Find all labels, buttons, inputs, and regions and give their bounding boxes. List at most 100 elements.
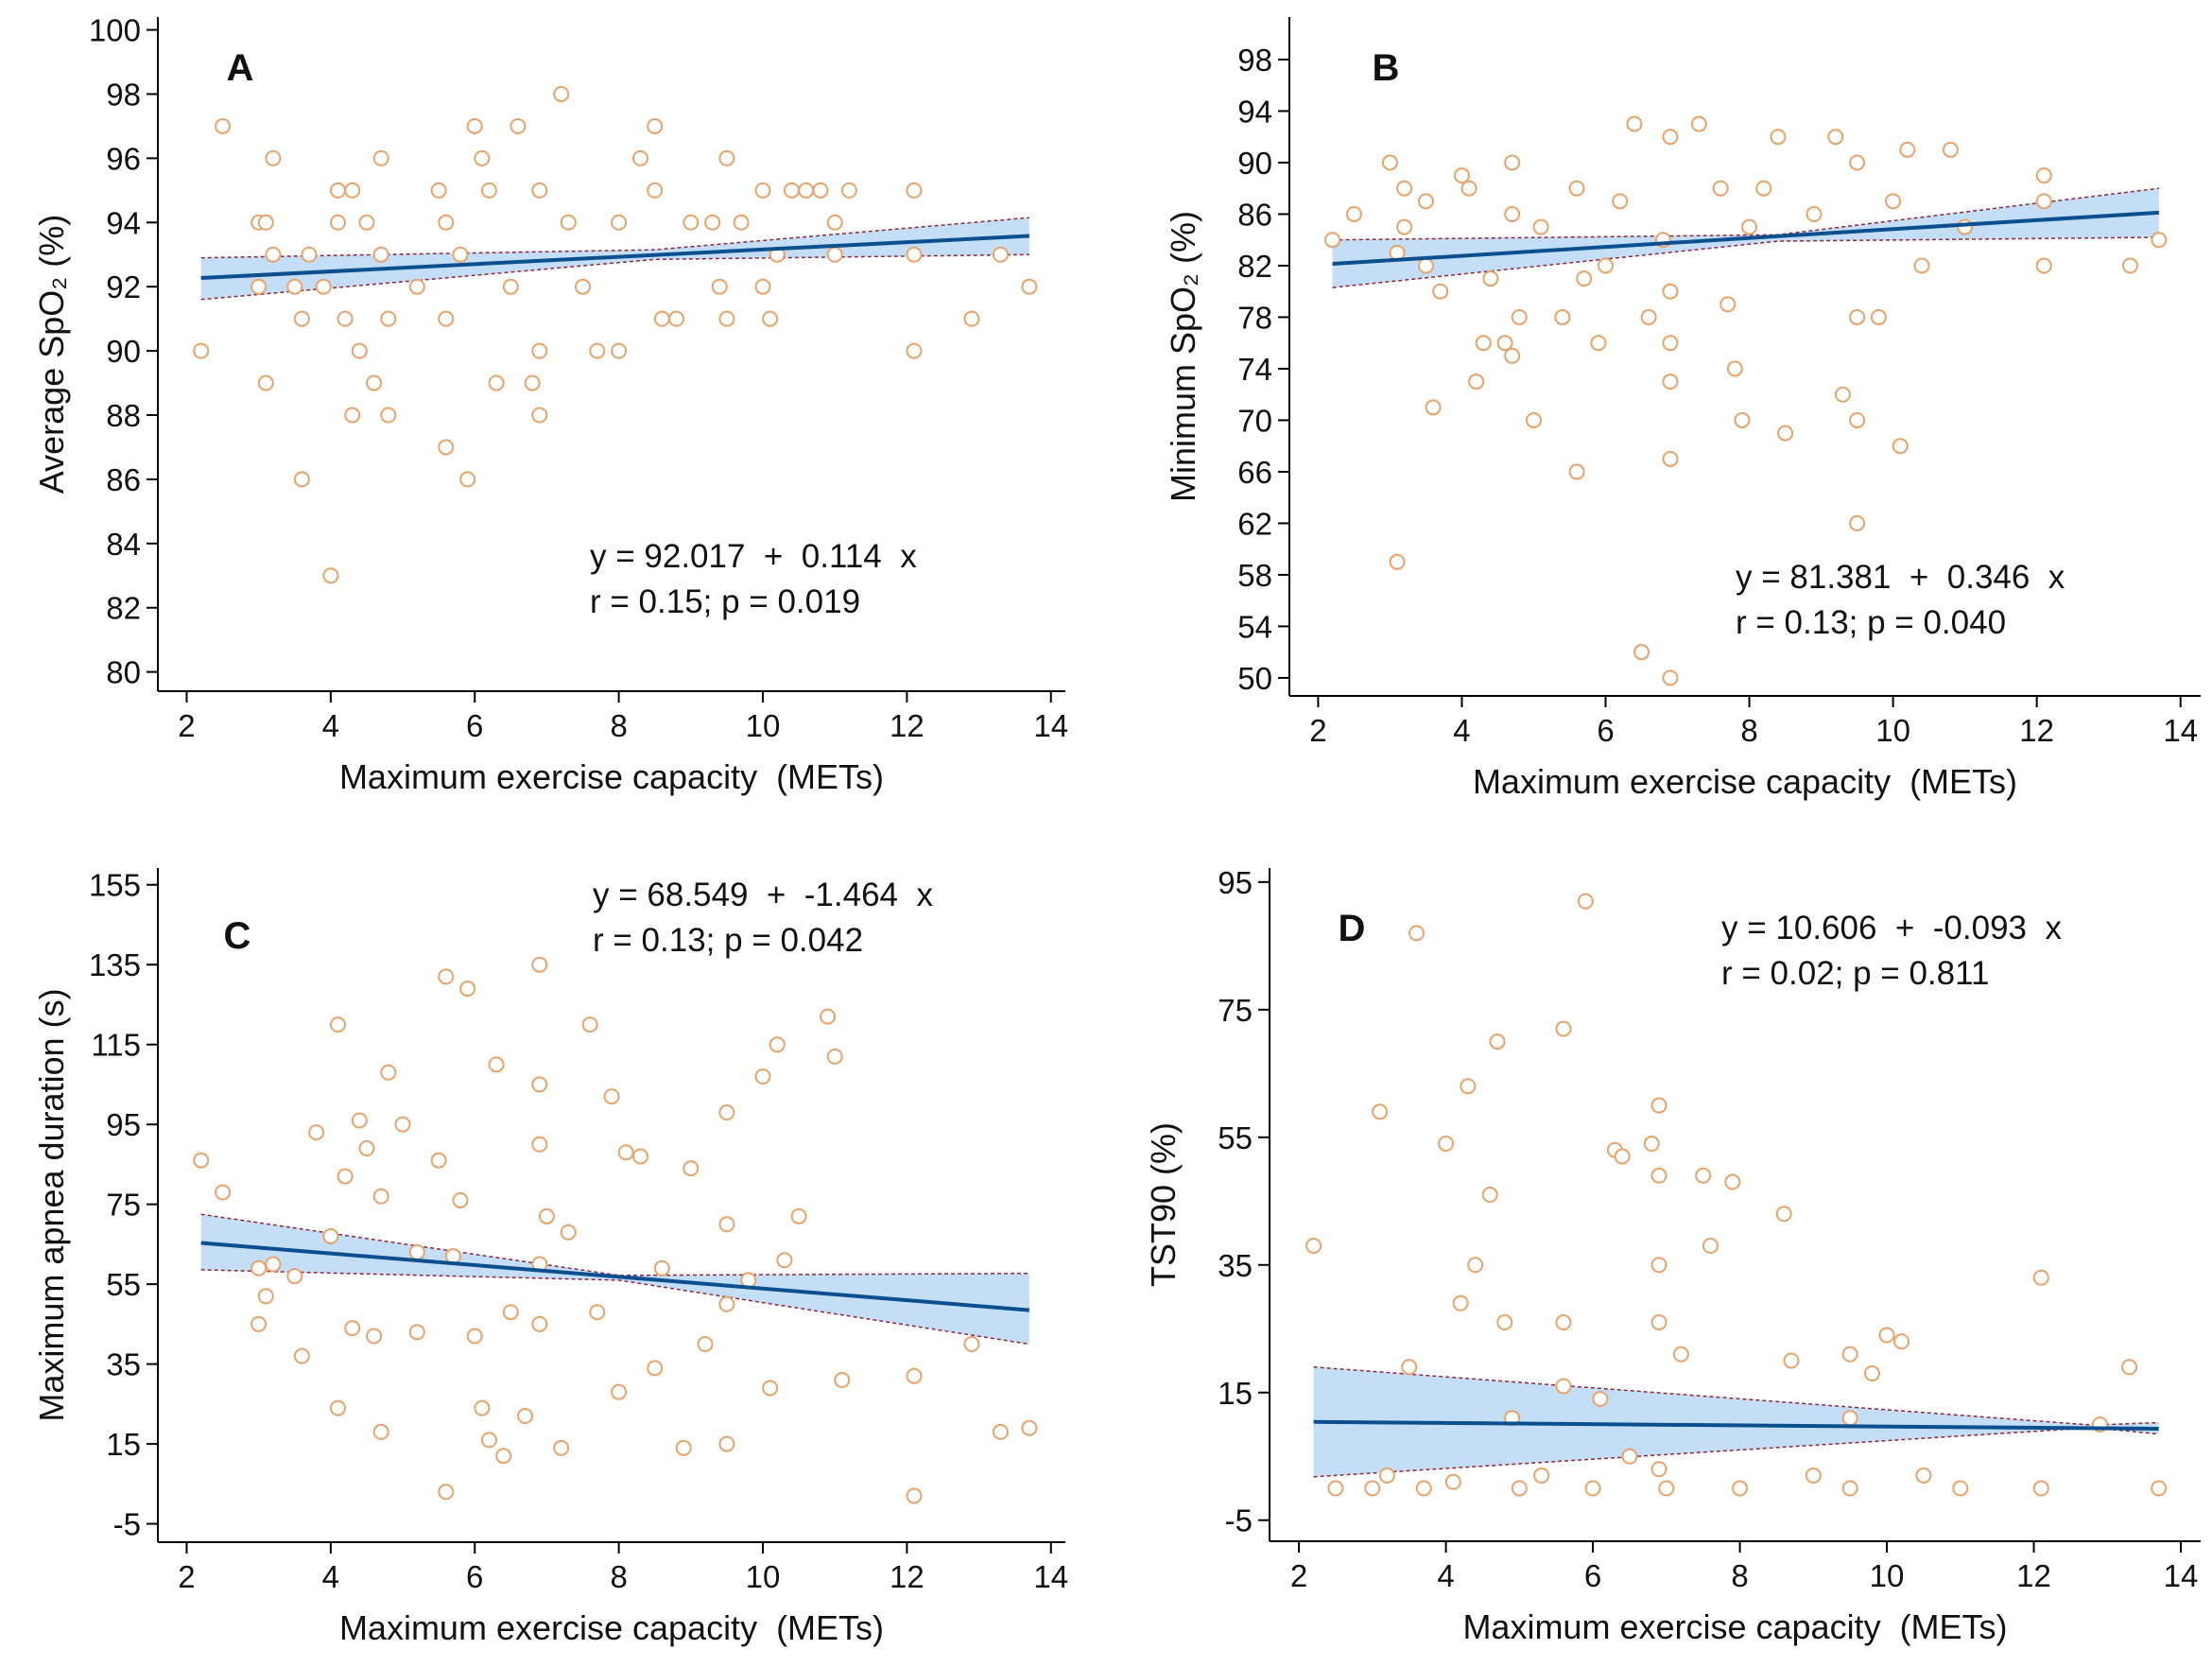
data-point xyxy=(408,1243,425,1260)
y-tick-label: 78 xyxy=(1237,300,1272,335)
data-point xyxy=(611,214,628,231)
data-point xyxy=(1345,205,1362,222)
data-point xyxy=(293,1347,310,1364)
data-point xyxy=(1870,308,1887,325)
data-point xyxy=(1432,283,1449,300)
data-point xyxy=(1658,1480,1675,1497)
data-point xyxy=(2032,1269,2049,1286)
x-tick-label: 6 xyxy=(1597,713,1614,748)
data-point xyxy=(826,1048,843,1065)
data-point xyxy=(1662,450,1679,467)
data-point xyxy=(653,310,670,327)
regression-line xyxy=(200,1241,1030,1312)
data-point xyxy=(531,1315,548,1332)
data-point xyxy=(2035,193,2052,210)
data-point xyxy=(611,1383,628,1400)
data-point xyxy=(820,1008,837,1025)
data-point xyxy=(1496,1314,1513,1331)
data-point xyxy=(351,1112,368,1129)
data-point xyxy=(1640,308,1657,325)
regression-line xyxy=(1313,1419,2159,1432)
x-tick-label: 10 xyxy=(1875,713,1910,748)
data-point xyxy=(762,310,779,327)
data-point xyxy=(380,310,397,327)
data-point xyxy=(251,1315,268,1332)
data-point xyxy=(963,310,980,327)
data-point xyxy=(1805,1467,1822,1484)
data-point xyxy=(1741,218,1758,235)
data-point xyxy=(265,246,282,263)
data-point xyxy=(1460,1078,1477,1095)
data-point xyxy=(322,567,339,584)
data-point xyxy=(1650,1257,1668,1274)
data-point xyxy=(1481,1187,1498,1204)
data-point xyxy=(653,1259,670,1276)
panel: -5 15 35 55 75 95 2 4 6 8 10 12 14 Maximum exercise c… xyxy=(1144,865,2201,1646)
band-edge xyxy=(200,1269,1030,1346)
data-point xyxy=(1364,1480,1381,1497)
data-point xyxy=(366,1328,383,1345)
data-point xyxy=(1734,411,1751,428)
x-tick-label: 14 xyxy=(2164,1558,2199,1593)
data-point xyxy=(1555,1314,1572,1331)
data-point xyxy=(553,1439,570,1456)
data-point xyxy=(1408,925,1425,942)
data-point xyxy=(683,1160,700,1177)
y-tick-label: 74 xyxy=(1237,352,1272,387)
data-point xyxy=(1849,154,1866,171)
panel-letter: D xyxy=(1339,908,1366,949)
x-tick-label: 8 xyxy=(610,708,627,743)
data-point xyxy=(631,1148,648,1165)
data-point xyxy=(408,278,425,295)
data-point xyxy=(329,1016,346,1033)
data-point xyxy=(466,117,483,134)
x-tick-label: 14 xyxy=(1033,708,1068,743)
data-point xyxy=(1957,218,1974,235)
panel-letter: B xyxy=(1373,47,1400,89)
data-point xyxy=(380,407,397,424)
data-point xyxy=(480,1432,497,1449)
data-point xyxy=(1942,141,1959,158)
data-point xyxy=(826,214,843,231)
data-point xyxy=(1849,411,1866,428)
data-point xyxy=(647,117,664,134)
data-point xyxy=(1702,1238,1719,1255)
data-point xyxy=(631,149,648,166)
data-point xyxy=(1401,1359,1418,1376)
data-point xyxy=(394,1116,411,1133)
data-point xyxy=(675,1439,692,1456)
x-tick-label: 14 xyxy=(2163,713,2198,748)
data-point xyxy=(344,182,361,199)
data-point xyxy=(524,374,541,391)
data-point xyxy=(906,246,923,263)
data-point xyxy=(754,182,771,199)
annotation: y = 10.606 + -0.093 x xyxy=(1721,910,2062,946)
data-point xyxy=(1626,115,1643,132)
data-point xyxy=(438,439,455,456)
y-tick-label: 135 xyxy=(89,947,141,982)
data-point xyxy=(1770,129,1787,146)
y-tick-label: 82 xyxy=(106,591,141,626)
x-tick-label: 4 xyxy=(1453,713,1470,748)
data-point xyxy=(430,1152,447,1169)
data-point xyxy=(1712,180,1729,197)
data-point xyxy=(1568,463,1585,480)
data-point xyxy=(1849,308,1866,325)
panel-letter: C xyxy=(224,915,251,957)
data-point xyxy=(1621,1448,1638,1465)
data-point xyxy=(251,278,268,295)
data-point xyxy=(589,342,606,359)
data-point xyxy=(488,374,505,391)
data-point xyxy=(553,85,570,102)
y-tick-label: -5 xyxy=(1225,1503,1253,1538)
y-tick-label: -5 xyxy=(113,1507,141,1542)
x-tick-label: 4 xyxy=(322,1559,339,1594)
y-tick-label: 155 xyxy=(89,868,141,903)
data-point xyxy=(1468,373,1485,391)
data-point xyxy=(293,471,310,488)
data-point xyxy=(1726,360,1743,377)
data-point xyxy=(1475,335,1492,352)
data-point xyxy=(718,149,735,166)
x-tick-label: 12 xyxy=(890,1559,925,1594)
data-point xyxy=(1732,1480,1749,1497)
